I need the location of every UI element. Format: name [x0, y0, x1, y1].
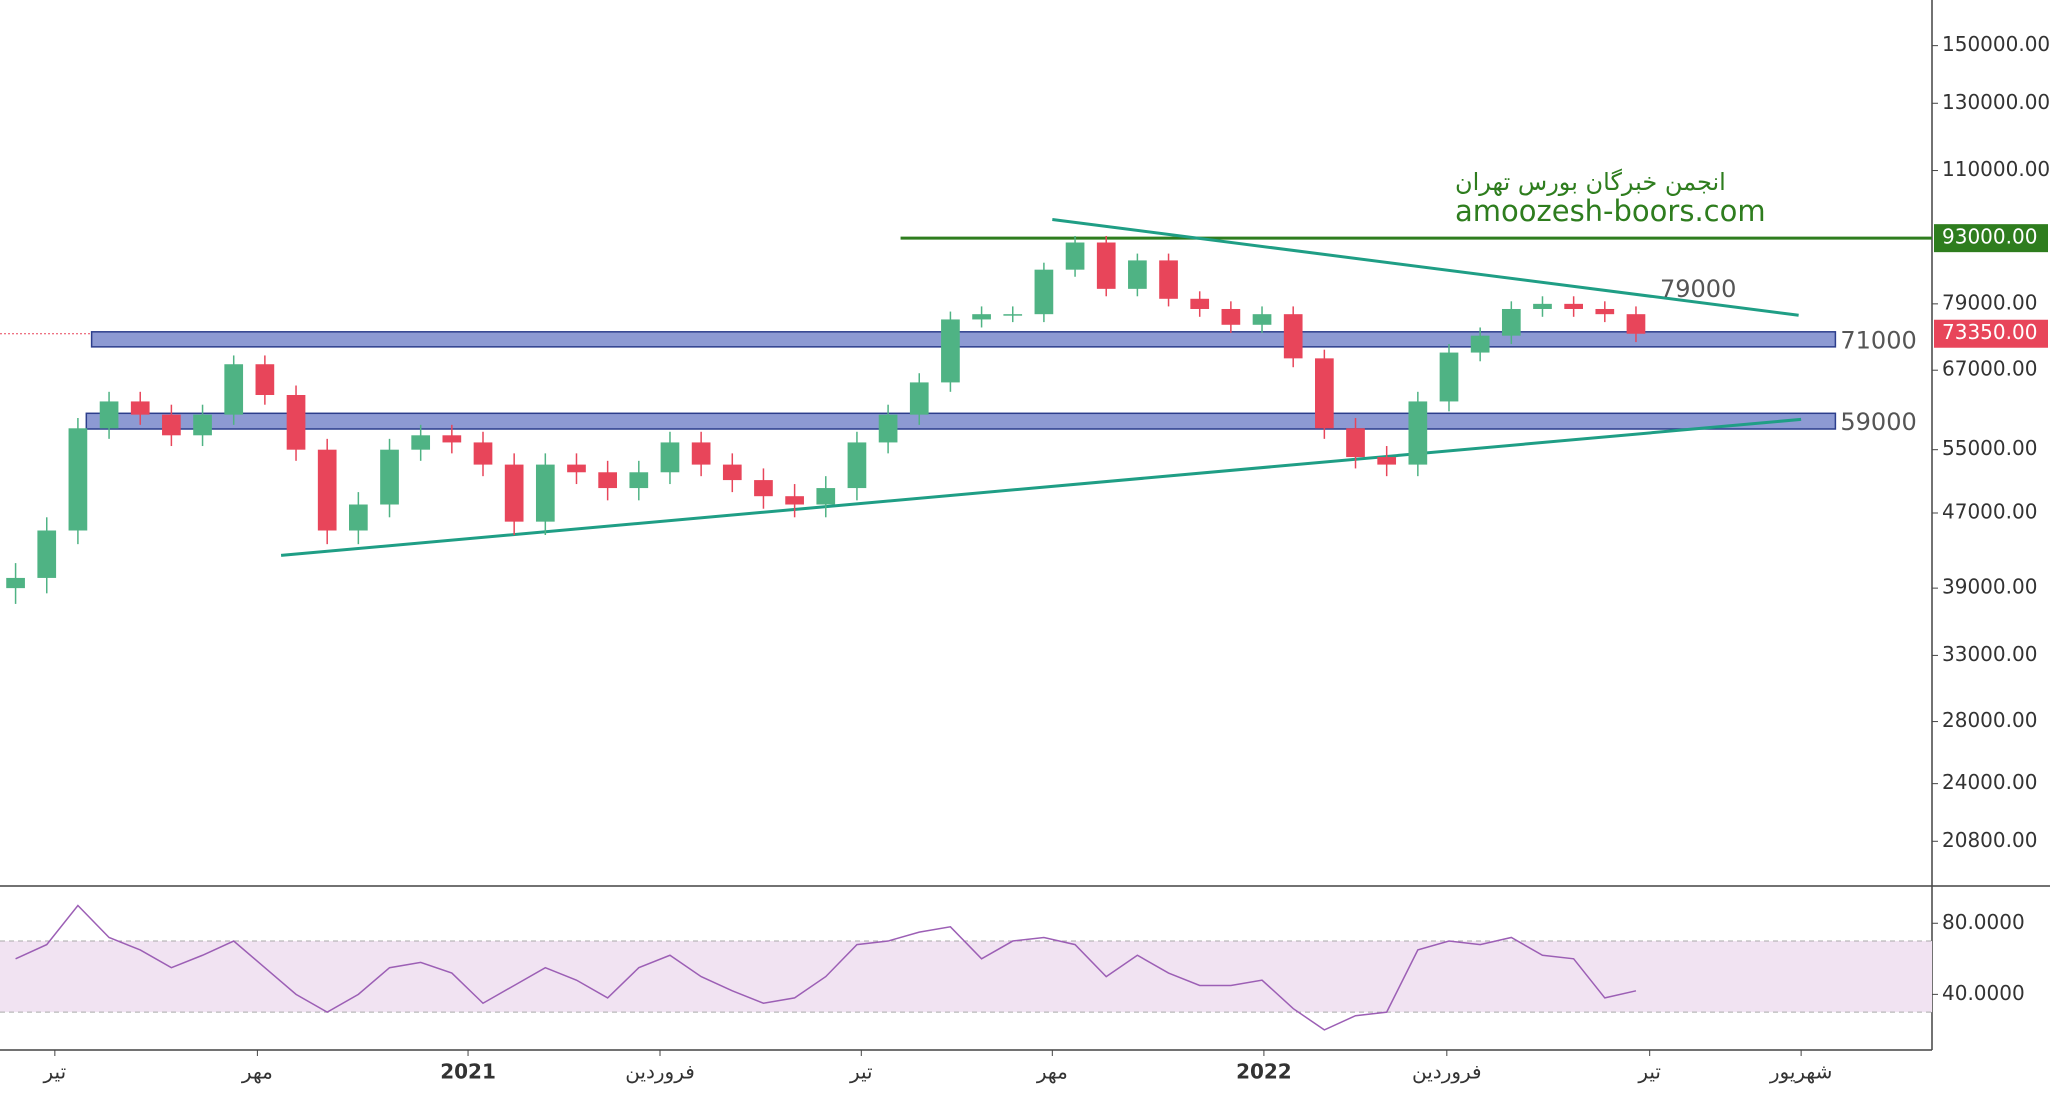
candle-body [1533, 303, 1552, 309]
rsi-line [15, 904, 1637, 1031]
candle-body [1346, 428, 1365, 458]
candle-body [380, 449, 399, 505]
candle-body [909, 382, 929, 415]
candle-body [1034, 269, 1054, 315]
candle-body [1439, 352, 1459, 402]
candle-body [411, 435, 431, 450]
candle-body [255, 364, 275, 395]
y-tick-label: 55000.00 [1942, 436, 2037, 460]
candle-body [1283, 314, 1303, 359]
candle-body [37, 530, 57, 578]
x-tick-label: 2022 [1236, 1060, 1292, 1084]
candle-body [660, 442, 680, 473]
candle-body [1065, 242, 1085, 270]
candle-body [130, 401, 150, 415]
candle-body [68, 428, 88, 531]
x-tick-label: مهر [1036, 1060, 1068, 1084]
rsi-band [0, 941, 1932, 1013]
candle-body [1626, 314, 1646, 334]
candle-body [972, 314, 991, 320]
candle-body [1377, 457, 1397, 465]
rsi-y-tick-label: 80.0000 [1942, 910, 2025, 934]
y-tick-label: 28000.00 [1942, 708, 2037, 732]
y-tick-label: 150000.00 [1942, 32, 2050, 56]
candle-body [816, 488, 836, 505]
y-tick-label: 110000.00 [1942, 157, 2050, 181]
candle-body [1408, 401, 1428, 465]
y-tick-label: 130000.00 [1942, 90, 2050, 114]
candle-body [785, 496, 804, 505]
candle-body [1252, 314, 1272, 325]
candle-body [6, 577, 25, 589]
candle-body [1564, 303, 1583, 309]
candle-body [691, 442, 711, 465]
candle-body [349, 504, 368, 531]
trendline [280, 417, 1802, 557]
y-tick-label: 24000.00 [1942, 770, 2037, 794]
candle-body [722, 464, 742, 481]
candle-body [1501, 308, 1521, 336]
candle-body [567, 464, 586, 473]
x-tick-label: فروردین [625, 1060, 695, 1084]
candle-body [629, 472, 649, 489]
candle-body [1595, 308, 1615, 315]
candle-body [99, 401, 119, 429]
trendline [1052, 218, 1799, 317]
zone-label: 59000 [1840, 408, 1916, 436]
candle-body [504, 464, 524, 522]
candle-body [941, 319, 960, 383]
candle-body [1003, 314, 1023, 316]
watermark-url: amoozesh-boors.com [1455, 194, 1766, 228]
x-tick-label: تیر [1637, 1060, 1661, 1084]
x-tick-label: فروردین [1412, 1060, 1482, 1084]
annotation: 79000 [1660, 275, 1736, 303]
candle-body [1470, 335, 1490, 353]
candle-body [162, 414, 181, 436]
y-tick-label: 33000.00 [1942, 642, 2037, 666]
rsi-y-tick-label: 40.0000 [1942, 981, 2025, 1005]
support-zone [90, 331, 1837, 348]
candle-body [1190, 298, 1210, 309]
candle-body [535, 464, 555, 522]
x-tick-label: تیر [43, 1060, 67, 1084]
candle-body [598, 472, 617, 489]
y-tick-label: 47000.00 [1942, 499, 2037, 523]
candle-body [473, 442, 493, 465]
last-price-label-bg [1934, 319, 2048, 348]
y-tick-label: 20800.00 [1942, 828, 2037, 852]
x-tick-label: شهریور [1769, 1060, 1833, 1084]
x-tick-label: 2021 [440, 1060, 496, 1084]
y-tick-label: 67000.00 [1942, 357, 2037, 381]
y-tick-label: 79000.00 [1942, 290, 2037, 314]
x-tick-label: مهر [241, 1060, 273, 1084]
candle-body [1221, 308, 1241, 325]
candle-body [1096, 242, 1116, 289]
candle-body [1128, 260, 1147, 289]
candle-body [847, 442, 867, 489]
resistance-price-label-bg [1934, 224, 2048, 253]
candle-body [286, 394, 306, 450]
last-price-label: 73350.00 [1942, 320, 2037, 344]
candle-body [224, 364, 244, 415]
candle-body [193, 414, 212, 436]
candle-body [1159, 260, 1178, 299]
watermark-title: انجمن خبرگان بورس تهران [1455, 168, 1726, 196]
candle-body [317, 449, 337, 531]
candle-body [1315, 358, 1334, 429]
y-tick-label: 39000.00 [1942, 575, 2037, 599]
zone-label: 71000 [1840, 326, 1916, 354]
support-zone [85, 412, 1837, 430]
resistance-price-label: 93000.00 [1942, 225, 2037, 249]
x-tick-label: تیر [849, 1060, 873, 1084]
candle-body [878, 414, 898, 443]
candle-body [754, 480, 773, 497]
candle-body [442, 435, 462, 443]
